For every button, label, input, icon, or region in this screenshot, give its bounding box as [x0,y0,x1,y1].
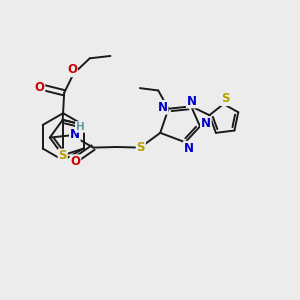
Text: S: S [136,141,145,154]
Text: O: O [70,155,80,168]
Text: N: N [201,117,211,130]
Text: N: N [184,142,194,155]
Text: O: O [34,81,44,94]
Text: S: S [221,92,229,105]
Text: N: N [187,94,197,108]
Text: O: O [67,63,77,76]
Text: N: N [158,101,168,114]
Text: S: S [58,149,67,162]
Text: N: N [70,128,80,141]
Text: H: H [76,122,85,132]
